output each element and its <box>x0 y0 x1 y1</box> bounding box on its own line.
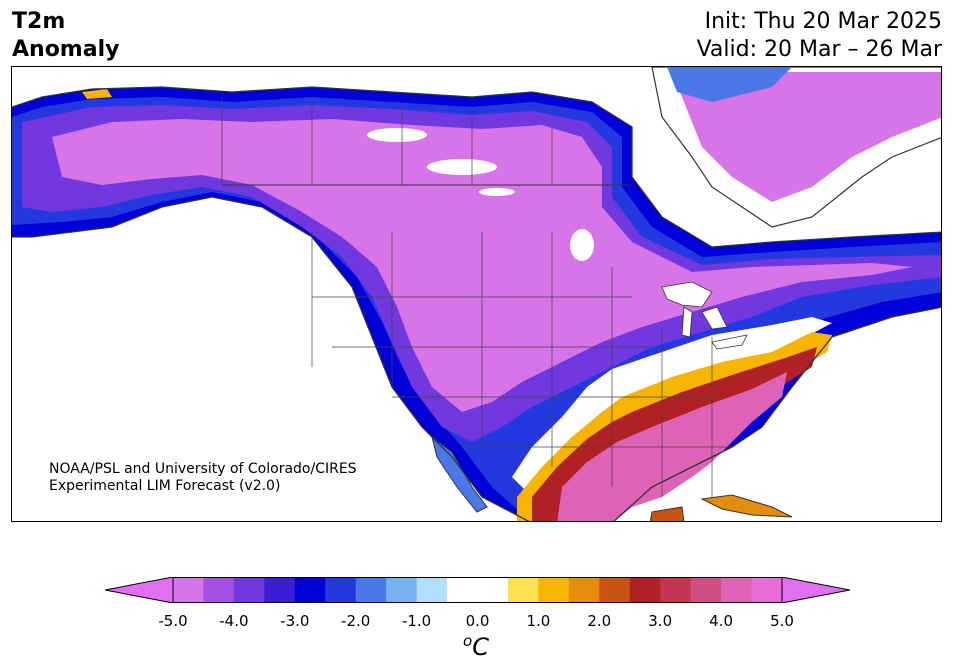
warm-pink-core <box>557 372 787 521</box>
colorbar-cell <box>416 577 448 603</box>
colorbar-tick-label: 2.0 <box>587 612 612 630</box>
init-date: Init: Thu 20 Mar 2025 <box>704 9 942 34</box>
colorbar-cell <box>386 577 418 603</box>
title-line-2: Anomaly <box>12 37 120 62</box>
alaska-warm-spot <box>82 89 112 99</box>
greenland-anomaly <box>672 72 941 202</box>
colorbar-cell <box>507 577 539 603</box>
lake-athabasca <box>479 188 515 196</box>
forecast-dates: Init: Thu 20 Mar 2025 Valid: 20 Mar – 26… <box>697 8 942 64</box>
lake-huron <box>701 306 728 330</box>
colorbar-over-arrow <box>781 577 850 603</box>
coastline <box>12 86 941 521</box>
colorbar-cell <box>294 577 326 603</box>
units-degree: o <box>463 632 473 650</box>
province-borders <box>221 97 553 185</box>
colorbar <box>105 577 850 603</box>
colorbar-tick-label: -4.0 <box>219 612 249 630</box>
colorbar-cell <box>447 577 478 603</box>
units-celsius: C <box>472 633 489 661</box>
colorbar-cell <box>751 577 783 603</box>
colorbar-tick-label: -3.0 <box>280 612 310 630</box>
colorbar-cell <box>355 577 387 603</box>
colorbar-tick-label: -5.0 <box>158 612 188 630</box>
lake-great-bear <box>367 128 427 142</box>
colorbar-tick-label: -1.0 <box>401 612 432 630</box>
colorbar-cell <box>721 577 753 603</box>
lake-winnipeg <box>570 229 594 261</box>
lake-erie <box>711 334 748 350</box>
colorbar-cell <box>477 577 509 603</box>
colorbar-tick-label: 0.0 <box>465 612 490 630</box>
colorbar-tick-label: 3.0 <box>648 612 673 630</box>
colorbar-cell <box>203 577 235 603</box>
map-title: T2m Anomaly <box>12 8 119 64</box>
credit-line-2: Experimental LIM Forecast (v2.0) <box>49 478 281 494</box>
credit-text: NOAA/PSL and University of Colorado/CIRE… <box>49 461 357 495</box>
colorbar-cell <box>325 577 357 603</box>
lake-great-slave <box>427 159 497 175</box>
colorbar-under-arrow <box>105 577 174 603</box>
yucatan <box>649 506 685 521</box>
colorbar-tick-label: 5.0 <box>770 612 794 630</box>
colorbar-cell <box>660 577 692 603</box>
colorbar-tick-label: -2.0 <box>341 612 371 630</box>
colorbar-cell <box>538 577 570 603</box>
anomaly-map <box>11 66 942 522</box>
colorbar-tick-label: 1.0 <box>526 612 551 630</box>
colorbar-units: oC <box>463 632 489 661</box>
colorbar-cell <box>264 577 296 603</box>
colorbar-cell <box>233 577 265 603</box>
baja-california <box>431 435 488 513</box>
lake-superior <box>661 281 713 308</box>
map-canvas <box>12 67 941 521</box>
state-borders <box>311 232 732 497</box>
colorbar-ticks: -5.0 -4.0 -3.0 -2.0 -1.0 0.0 1.0 2.0 3.0 4.0 5.0 <box>0 612 954 632</box>
lake-michigan <box>681 306 693 338</box>
greenland-north-blue <box>667 67 792 102</box>
colorbar-cell <box>568 577 600 603</box>
credit-line-1: NOAA/PSL and University of Colorado/CIRE… <box>49 461 357 477</box>
colorbar-cell <box>690 577 722 603</box>
colorbar-outline <box>172 577 783 603</box>
valid-date: Valid: 20 Mar – 26 Mar <box>696 37 942 62</box>
colorbar-tick-label: 4.0 <box>709 612 734 630</box>
cuba <box>700 494 793 518</box>
title-line-1: T2m <box>12 9 66 34</box>
colorbar-cells <box>173 577 783 603</box>
colorbar-cell <box>173 577 204 603</box>
colorbar-cell <box>629 577 661 603</box>
colorbar-cell <box>599 577 631 603</box>
